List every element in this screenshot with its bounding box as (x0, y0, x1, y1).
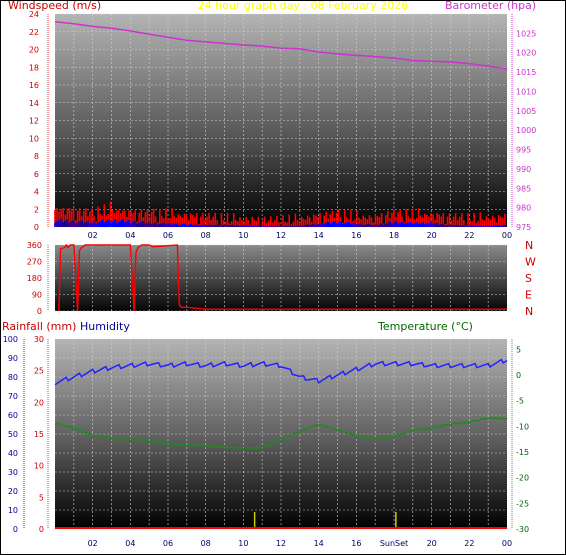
x-tick-label: 12 (276, 231, 286, 240)
compass-tick-label: N (525, 239, 533, 252)
windspeed-tick-label: 16 (29, 81, 39, 90)
x-tick-label: 12 (276, 539, 286, 548)
x-tick-label: 14 (314, 231, 324, 240)
x-tick-label: 02 (88, 539, 98, 548)
wind-direction-line (58, 243, 507, 312)
humidity-tick-label: 70 (8, 392, 18, 401)
rainfall-tick-label: 0 (39, 525, 44, 534)
direction-tick-label: 0 (37, 307, 42, 316)
windspeed-axis-label: Windspeed (m/s) (8, 0, 101, 12)
windspeed-tick-label: 2 (34, 205, 39, 214)
temperature-tick-label: -15 (516, 448, 529, 457)
barometer-tick-label: 1020 (516, 49, 536, 58)
barometer-tick-label: 985 (516, 184, 531, 193)
windspeed-tick-label: 24 (29, 10, 39, 19)
rain-humidity-temperature-chart: 010203040506070809010005101520253050-5-1… (3, 335, 529, 548)
humidity-tick-label: 10 (8, 506, 18, 515)
rainfall-tick-label: 25 (34, 367, 44, 376)
x-tick-label: 10 (238, 231, 248, 240)
direction-tick-label: 90 (32, 291, 42, 300)
barometer-tick-label: 1005 (516, 107, 536, 116)
humidity-tick-label: 0 (13, 525, 18, 534)
x-tick-label: 08 (201, 231, 211, 240)
barometer-tick-label: 990 (516, 165, 531, 174)
chart-title: 24 hour graph day : 08 February 2026 (198, 0, 409, 12)
humidity-tick-label: 30 (8, 468, 18, 477)
humidity-tick-label: 60 (8, 411, 18, 420)
windspeed-tick-label: 6 (34, 170, 39, 179)
temperature-tick-label: -10 (516, 422, 529, 431)
temperature-tick-label: -5 (516, 397, 524, 406)
temperature-axis-label: Temperature (°C) (377, 320, 473, 333)
x-tick-label: 16 (351, 539, 361, 548)
humidity-tick-label: 90 (8, 354, 18, 363)
x-tick-label: 06 (163, 539, 173, 548)
barometer-tick-label: 1010 (516, 87, 536, 96)
windspeed-tick-label: 22 (29, 28, 39, 37)
temperature-tick-label: -30 (516, 525, 529, 534)
rainfall-tick-label: 10 (34, 462, 44, 471)
x-tick-label: 14 (314, 539, 324, 548)
windspeed-tick-label: 20 (29, 46, 39, 55)
compass-tick-label: S (525, 272, 532, 285)
x-tick-label: 02 (88, 231, 98, 240)
humidity-line (54, 358, 508, 386)
temperature-tick-label: 5 (516, 345, 521, 354)
direction-tick-label: 180 (27, 274, 42, 283)
windspeed-tick-label: 14 (29, 99, 39, 108)
rainfall-tick-label: 15 (34, 430, 44, 439)
x-tick-label: 20 (427, 231, 437, 240)
humidity-tick-label: 100 (3, 335, 18, 344)
barometer-line (54, 20, 508, 70)
direction-tick-label: 360 (27, 241, 42, 250)
x-tick-label: 10 (238, 539, 248, 548)
x-tick-label: 18 (389, 231, 399, 240)
humidity-tick-label: 40 (8, 449, 18, 458)
temperature-tick-label: -25 (516, 499, 529, 508)
compass-tick-label: N (525, 305, 533, 318)
temperature-line (54, 416, 508, 450)
x-tick-label: 20 (427, 539, 437, 548)
x-tick-label: 22 (464, 231, 474, 240)
windspeed-tick-label: 10 (29, 134, 39, 143)
windspeed-tick-label: 4 (34, 188, 39, 197)
x-tick-label: 06 (163, 231, 173, 240)
humidity-tick-label: 50 (8, 430, 18, 439)
rainfall-axis-label: Rainfall (mm) (2, 320, 76, 333)
barometer-tick-label: 1025 (516, 29, 536, 38)
rainfall-tick-label: 30 (34, 335, 44, 344)
compass-tick-label: E (525, 289, 532, 302)
temperature-tick-label: -20 (516, 474, 529, 483)
barometer-tick-label: 1015 (516, 68, 536, 77)
windspeed-tick-label: 8 (34, 152, 39, 161)
x-tick-label: 04 (125, 539, 135, 548)
x-tick-label: 04 (125, 231, 135, 240)
humidity-tick-label: 20 (8, 487, 18, 496)
x-tick-label: 00 (502, 231, 512, 240)
humidity-axis-label: Humidity (80, 320, 130, 333)
barometer-tick-label: 975 (516, 223, 531, 232)
temperature-tick-label: 0 (516, 371, 521, 380)
compass-tick-label: W (525, 256, 536, 269)
x-tick-label: 22 (464, 539, 474, 548)
wind-barometer-chart: 0246810121416182022249759809859909951000… (29, 10, 537, 240)
barometer-tick-label: 995 (516, 146, 531, 155)
barometer-tick-label: 1000 (516, 126, 536, 135)
x-tick-label: 08 (201, 539, 211, 548)
windspeed-tick-label: 18 (29, 63, 39, 72)
humidity-tick-label: 80 (8, 373, 18, 382)
rainfall-tick-label: 5 (39, 493, 44, 502)
barometer-axis-label: Barometer (hpa) (445, 0, 536, 12)
x-tick-label: SunSet (380, 539, 408, 548)
direction-tick-label: 270 (27, 258, 42, 267)
x-tick-label: 00 (502, 539, 512, 548)
barometer-tick-label: 980 (516, 204, 531, 213)
x-tick-label: 16 (351, 231, 361, 240)
rainfall-tick-label: 20 (34, 398, 44, 407)
windspeed-tick-label: 12 (29, 117, 39, 126)
windspeed-tick-label: 0 (34, 223, 39, 232)
